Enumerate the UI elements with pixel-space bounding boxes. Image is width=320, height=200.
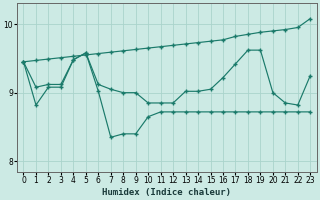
X-axis label: Humidex (Indice chaleur): Humidex (Indice chaleur) bbox=[102, 188, 231, 197]
